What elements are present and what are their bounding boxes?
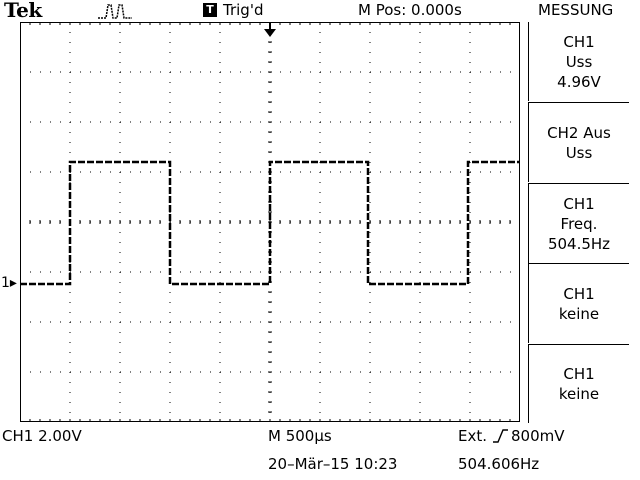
menu-item-3[interactable]: CH1 Freq. 504.5Hz [528, 183, 629, 263]
menu-item-1-line2: Uss [565, 52, 593, 71]
menu-item-1-line3: 4.96V [557, 72, 601, 91]
ch1-trace [20, 160, 520, 286]
menu-item-4[interactable]: CH1 keine [528, 263, 629, 343]
menu-item-3-line2: Freq. [560, 214, 598, 233]
date-time-readout: 20–Mär–15 10:23 [268, 455, 398, 473]
ch1-scale-readout: CH1 2.00V [2, 427, 82, 445]
menu-title: MESSUNG [538, 1, 614, 19]
trigger-status-label: Trig'd [223, 1, 264, 19]
menu-item-5-line1: CH1 [563, 365, 595, 383]
trigger-level: 800mV [511, 427, 565, 445]
menu-item-1-line1: CH1 [563, 32, 595, 51]
menu-item-5[interactable]: CH1 keine [528, 344, 629, 423]
menu-item-4-line2: keine [558, 304, 600, 323]
trigger-source: Ext. [458, 427, 488, 445]
ch1-marker-arrow-icon: ▸ [9, 275, 17, 291]
menu-item-2-line2: Uss [565, 143, 593, 162]
horizontal-position-readout: M Pos: 0.000s [358, 1, 462, 19]
timebase-readout: M 500µs [268, 427, 332, 445]
waveform-display [20, 22, 520, 422]
menu-item-4-line1: CH1 [563, 284, 595, 303]
trigger-frequency-readout: 504.606Hz [458, 455, 540, 473]
trigger-position-marker [264, 29, 276, 37]
menu-item-1[interactable]: CH1 Uss 4.96V [528, 22, 629, 101]
rising-edge-icon [493, 429, 509, 443]
menu-item-5-line2: keine [558, 385, 600, 403]
pulse-acquire-icon [98, 4, 132, 19]
measure-menu: CH1 Uss 4.96V CH2 Aus Uss CH1 Freq. 504.… [528, 22, 640, 423]
brand-logo: Tek [4, 0, 42, 22]
trigger-status: T Trig'd [203, 1, 263, 19]
menu-item-3-line3: 504.5Hz [547, 234, 611, 253]
trigger-icon: T [203, 3, 217, 17]
ch1-marker-label: 1 [1, 275, 10, 291]
menu-item-3-line1: CH1 [563, 194, 595, 213]
status-header: Tek T Trig'd M Pos: 0.000s MESSUNG [0, 0, 640, 22]
ch1-ground-marker: 1▸ [1, 275, 17, 291]
menu-item-2[interactable]: CH2 Aus Uss [528, 102, 629, 182]
trigger-readout: Ext. 800mV [458, 427, 565, 445]
menu-item-2-line1: CH2 Aus [547, 123, 611, 142]
